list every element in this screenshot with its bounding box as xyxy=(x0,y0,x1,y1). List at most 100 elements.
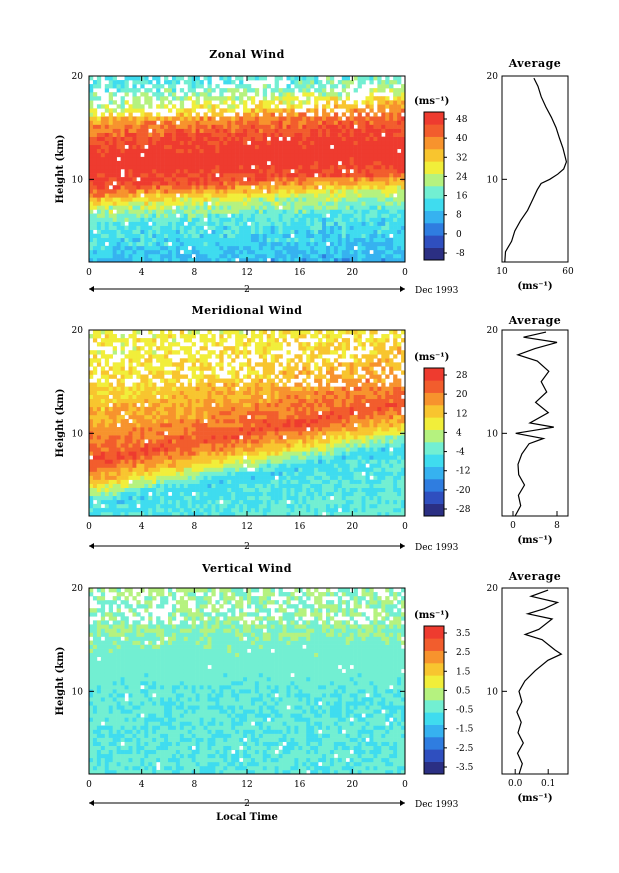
heatmap-cell xyxy=(215,96,220,101)
heatmap-cell xyxy=(168,148,173,154)
heatmap-cell xyxy=(286,120,291,125)
heatmap-cell xyxy=(211,499,216,505)
heatmap-cell xyxy=(104,148,110,154)
heatmap-cell xyxy=(203,382,208,387)
heatmap-cell xyxy=(357,160,362,166)
heatmap-cell xyxy=(108,427,113,432)
heatmap-cell xyxy=(140,233,145,239)
heatmap-cell xyxy=(278,189,283,194)
heatmap-cell xyxy=(310,92,315,97)
heatmap-cell xyxy=(92,116,98,121)
heatmap-cell xyxy=(140,390,145,395)
heatmap-cell xyxy=(250,124,256,129)
heatmap-cell xyxy=(191,503,196,509)
heatmap-cell xyxy=(227,173,232,178)
heatmap-cell xyxy=(278,124,283,129)
heatmap-cell xyxy=(108,507,113,513)
heatmap-cell xyxy=(223,76,228,81)
heatmap-cell xyxy=(168,503,173,509)
heatmap-cell xyxy=(314,193,319,198)
heatmap-cell xyxy=(187,495,192,501)
heatmap-cell xyxy=(314,140,319,146)
heatmap-cell xyxy=(120,160,125,166)
heatmap-cell xyxy=(262,229,268,234)
heatmap-cell xyxy=(120,406,125,412)
heatmap-cell xyxy=(148,406,153,412)
heatmap-cell xyxy=(164,245,169,251)
heatmap-cell xyxy=(385,148,390,154)
heatmap-cell xyxy=(175,499,181,505)
heatmap-cell xyxy=(235,181,240,186)
heatmap-cell xyxy=(195,455,200,460)
heatmap-cell xyxy=(183,338,189,343)
heatmap-cell xyxy=(211,455,216,460)
heatmap-cell xyxy=(199,148,204,154)
heatmap-cell xyxy=(369,201,374,206)
average-y-tick-label: 20 xyxy=(487,72,499,82)
heatmap-cell xyxy=(361,148,366,154)
heatmap-cell xyxy=(144,221,149,226)
heatmap-cell xyxy=(207,362,212,367)
heatmap-cell xyxy=(365,205,370,210)
heatmap-cell xyxy=(243,160,248,166)
heatmap-cell xyxy=(148,330,153,335)
heatmap-cell xyxy=(365,160,370,166)
heatmap-cell xyxy=(239,362,244,367)
heatmap-cell xyxy=(152,459,157,464)
heatmap-cell xyxy=(128,402,133,408)
heatmap-cell xyxy=(203,233,208,239)
heatmap-cell xyxy=(89,467,94,472)
heatmap-cell xyxy=(262,225,268,230)
heatmap-cell xyxy=(250,253,256,259)
heatmap-cell xyxy=(373,132,378,137)
heatmap-cell xyxy=(282,233,287,239)
heatmap-cell xyxy=(195,237,200,243)
heatmap-cell xyxy=(89,173,94,178)
heatmap-cell xyxy=(152,136,157,141)
heatmap-cell xyxy=(104,245,110,251)
heatmap-cell xyxy=(168,253,173,259)
heatmap-cell xyxy=(128,128,133,133)
heatmap-cell xyxy=(96,169,102,174)
heatmap-cell xyxy=(239,152,244,158)
heatmap-cell xyxy=(175,237,181,243)
heatmap-cell xyxy=(235,140,240,146)
heatmap-cell xyxy=(274,201,279,206)
heatmap-cell xyxy=(168,189,173,194)
heatmap-cell xyxy=(144,148,149,154)
heatmap-cell xyxy=(152,241,157,247)
heatmap-cell xyxy=(381,96,386,101)
heatmap-cell xyxy=(211,435,216,440)
heatmap-cell xyxy=(298,185,303,190)
heatmap-cell xyxy=(385,100,390,105)
heatmap-cell xyxy=(219,431,224,436)
heatmap-cell xyxy=(171,479,177,484)
heatmap-cell xyxy=(381,80,386,85)
heatmap-cell xyxy=(401,120,406,125)
heatmap-cell xyxy=(203,229,208,234)
heatmap-cell xyxy=(112,233,117,239)
heatmap-cell xyxy=(341,217,347,222)
heatmap-cell xyxy=(164,253,169,259)
heatmap-cell xyxy=(310,229,315,234)
heatmap-cell xyxy=(235,209,240,214)
heatmap-cell xyxy=(282,140,287,146)
heatmap-cell xyxy=(195,225,200,230)
heatmap-cell xyxy=(254,120,260,125)
heatmap-cell xyxy=(140,479,145,484)
heatmap-cell xyxy=(171,229,177,234)
heatmap-cell xyxy=(341,181,347,186)
heatmap-cell xyxy=(302,225,307,230)
heatmap-cell xyxy=(179,374,185,379)
heatmap-cell xyxy=(235,201,240,206)
heatmap-cell xyxy=(116,245,121,251)
heatmap-cell xyxy=(318,80,323,85)
heatmap-cell xyxy=(235,471,240,476)
heatmap-cell xyxy=(171,104,177,109)
heatmap-cell xyxy=(175,463,181,468)
heatmap-cell xyxy=(96,362,102,367)
heatmap-cell xyxy=(124,431,129,436)
heatmap-cell xyxy=(211,132,216,137)
heatmap-cell xyxy=(286,100,291,105)
